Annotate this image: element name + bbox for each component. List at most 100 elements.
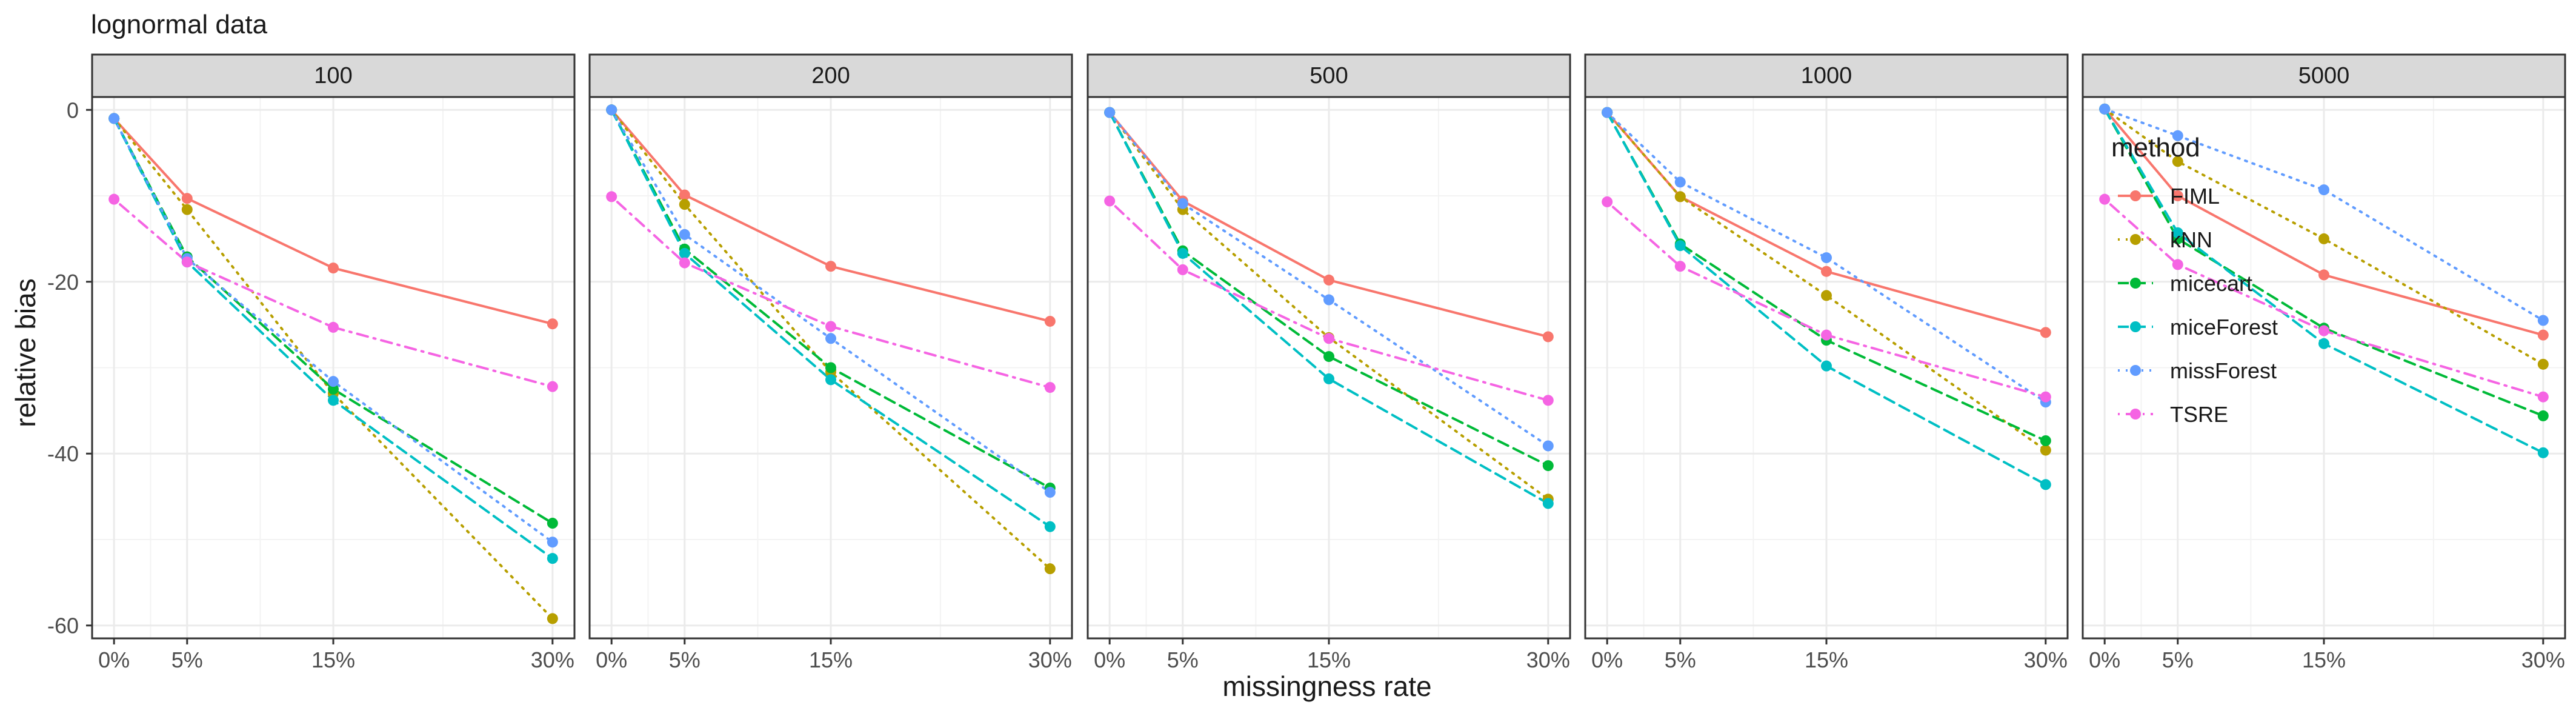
data-point-missForest [1104, 107, 1116, 118]
chart-title: lognormal data [91, 10, 268, 39]
data-point-FIML [1044, 315, 1056, 327]
series-line-TSRE [610, 195, 1051, 389]
series-line-TSRE [113, 198, 554, 388]
series-line-miceForest [113, 117, 554, 560]
data-point-FIML [181, 193, 193, 204]
facet-strip [588, 53, 1073, 98]
data-point-TSRE [328, 321, 339, 333]
data-point-missForest [1821, 252, 1832, 264]
x-tick-label: 15% [2302, 647, 2346, 672]
data-point-FIML [2040, 327, 2051, 338]
series-line-kNN [2103, 107, 2544, 366]
x-tick-label: 5% [669, 647, 701, 672]
data-point-miceForest [1542, 498, 1554, 509]
facet-panel-500: 500 0% 5% 15% 30% [1087, 53, 1571, 672]
data-point-TSRE [825, 321, 836, 332]
facet-strip-label: 1000 [1801, 63, 1852, 89]
legend-item-FIML: FIML [2118, 184, 2220, 209]
series-line-missForest [113, 117, 554, 544]
x-tick-label: 5% [1665, 647, 1696, 672]
series-line-TSRE [1606, 200, 2047, 398]
series-line-miceForest [1606, 111, 2047, 486]
x-tick-label: 30% [531, 647, 574, 672]
x-tick-label: 15% [809, 647, 853, 672]
data-point-TSRE [2099, 193, 2111, 205]
data-point-missForest [328, 376, 339, 387]
data-point-miceForest [679, 247, 690, 259]
data-point-miceForest [328, 395, 339, 406]
data-point-TSRE [1674, 261, 1686, 272]
data-point-missForest [1323, 294, 1334, 306]
data-point-missForest [2172, 130, 2183, 141]
x-tick-label: 5% [2162, 647, 2194, 672]
data-point-kNN [2172, 156, 2183, 167]
series-line-miceForest [1108, 111, 1549, 505]
data-point-missForest [1674, 176, 1686, 188]
legend-key-point [2130, 365, 2141, 376]
series-line-FIML [610, 109, 1051, 323]
data-point-micecart [328, 383, 339, 395]
data-point-missForest [1542, 440, 1554, 452]
data-point-miceForest [1044, 521, 1056, 532]
series-line-kNN [1606, 111, 2047, 452]
facet-panel-5000: 5000 0% 5% 15% 30% [2082, 53, 2566, 672]
series-line-missForest [610, 109, 1051, 494]
legend-label: micecart [2170, 271, 2252, 296]
data-point-TSRE [108, 193, 120, 205]
data-point-miceForest [2172, 227, 2183, 238]
legend-title: method [2111, 133, 2200, 162]
data-point-TSRE [1542, 395, 1554, 406]
data-point-miceForest [2040, 479, 2051, 490]
data-point-TSRE [1104, 195, 1116, 207]
data-point-kNN [2040, 444, 2051, 456]
series-line-kNN [610, 109, 1051, 570]
series-line-micecart [2103, 107, 2544, 417]
series-line-TSRE [1108, 199, 1549, 402]
y-tick-label: -20 [47, 270, 79, 295]
series-line-FIML [113, 117, 554, 326]
data-point-miceForest [2537, 447, 2549, 458]
data-point-missForest [1177, 198, 1188, 209]
data-point-missForest [679, 229, 690, 240]
legend-key-point [2130, 234, 2141, 245]
data-point-missForest [606, 104, 617, 116]
x-tick-label: 15% [1307, 647, 1351, 672]
series-line-TSRE [2103, 198, 2544, 398]
data-point-micecart [1542, 460, 1554, 472]
data-point-TSRE [1177, 264, 1188, 275]
legend-item-miceForest: miceForest [2118, 315, 2278, 339]
x-tick-label: 0% [2089, 647, 2120, 672]
y-tick-label: -60 [47, 614, 79, 638]
x-tick-label: 0% [1591, 647, 1623, 672]
legend-label: TSRE [2170, 402, 2228, 427]
legend-label: kNN [2170, 227, 2212, 252]
facet-panel-1000: 1000 0% 5% 15% 30% [1584, 53, 2069, 672]
x-tick-label: 5% [1167, 647, 1199, 672]
data-point-kNN [679, 199, 690, 210]
x-tick-label: 0% [98, 647, 130, 672]
legend-item-TSRE: TSRE [2118, 402, 2228, 427]
data-point-kNN [1821, 290, 1832, 301]
data-point-miceForest [1674, 240, 1686, 252]
x-tick-label: 15% [1805, 647, 1848, 672]
x-tick-label: 15% [311, 647, 355, 672]
series-line-missForest [1108, 111, 1549, 447]
series-line-kNN [1108, 111, 1549, 501]
data-point-TSRE [1821, 329, 1832, 341]
facet-panel-100: 100 0% 5% 15% 30% 0 -20 -40 -60 [47, 53, 576, 672]
x-tick-label: 0% [1094, 647, 1125, 672]
legend-label: FIML [2170, 184, 2220, 209]
legend-label: missForest [2170, 358, 2277, 383]
facet-strip-label: 500 [1310, 63, 1348, 89]
data-point-micecart [825, 362, 836, 373]
legend-key-point [2130, 278, 2141, 289]
legend: method FIML kNN micecart miceForest missFores… [2111, 133, 2278, 427]
x-tick-label: 30% [1526, 647, 1570, 672]
data-point-FIML [1323, 274, 1334, 286]
data-point-TSRE [1323, 333, 1334, 344]
facet-strip [1584, 53, 2069, 98]
data-point-FIML [679, 189, 690, 201]
legend-item-missForest: missForest [2118, 358, 2277, 383]
series-line-miceForest [2103, 107, 2544, 454]
data-point-micecart [2040, 435, 2051, 446]
